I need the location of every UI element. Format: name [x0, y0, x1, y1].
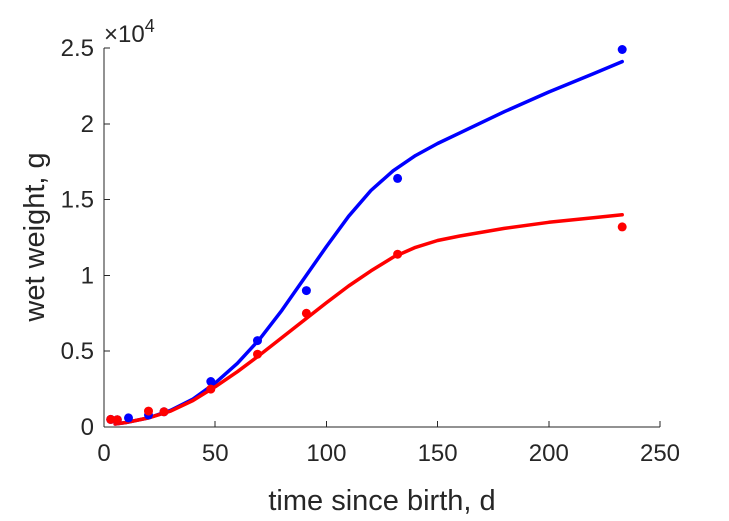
- y-exponent-base: ×10: [104, 21, 145, 48]
- y-exponent-power: 4: [145, 16, 155, 36]
- plot-area: [103, 48, 660, 428]
- x-axis-label: time since birth, d: [268, 485, 495, 517]
- x-ticks: 0 50 100 150 200 250: [97, 421, 680, 467]
- series-1-point: [617, 45, 627, 54]
- points: [106, 45, 627, 425]
- series-2-curve: [113, 213, 624, 426]
- series-2-point: [106, 414, 116, 424]
- y-ticks: 0 0.5 1 1.5 2 2.5: [61, 35, 110, 441]
- y-tick-label: 0.5: [61, 338, 94, 365]
- y-tick-label: 1.5: [61, 187, 94, 214]
- series-1-curve: [113, 59, 624, 426]
- series-2-point: [617, 222, 627, 232]
- y-tick-label: 2: [81, 111, 94, 138]
- x-tick-label: 50: [202, 440, 229, 467]
- series-1-point: [124, 413, 133, 423]
- series-1-point: [253, 336, 262, 346]
- y-tick-label: 0: [81, 414, 94, 441]
- series-2-point: [112, 415, 122, 425]
- x-tick-label: 150: [418, 440, 458, 467]
- series-2-point: [301, 308, 311, 318]
- series-1-point: [393, 173, 403, 183]
- y-exponent-label: ×104: [104, 16, 155, 48]
- y-tick-label: 2.5: [61, 35, 94, 62]
- x-tick-label: 200: [529, 440, 569, 467]
- series-1-point: [301, 286, 311, 296]
- curves: [113, 59, 624, 426]
- x-tick-label: 0: [97, 440, 110, 467]
- y-tick-label: 1: [81, 262, 94, 289]
- series-2-point: [206, 384, 216, 394]
- y-axis-label: wet weight, g: [19, 152, 51, 322]
- series-2-point: [253, 349, 262, 359]
- series-2-point: [159, 407, 169, 417]
- series-2-point: [144, 406, 153, 416]
- x-tick-label: 250: [640, 440, 680, 467]
- x-tick-label: 100: [306, 440, 346, 467]
- series-2-point: [393, 249, 403, 259]
- series-1-point: [206, 377, 216, 386]
